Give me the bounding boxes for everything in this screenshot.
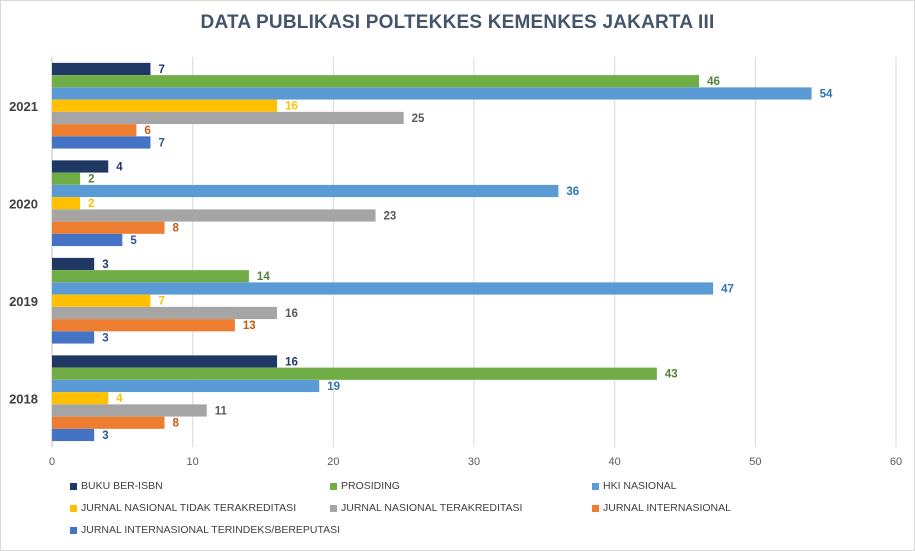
bar [52,282,714,295]
bar [52,221,165,234]
bar [52,233,123,247]
bar [52,124,137,137]
data-label: 54 [820,88,833,100]
bar [52,209,376,222]
bar [52,392,109,405]
bar [52,367,657,380]
x-tick-label: 60 [890,456,902,468]
data-label: 8 [173,223,180,235]
data-label: 43 [665,369,678,381]
data-label: 13 [243,320,256,332]
x-tick-label: 0 [49,456,55,468]
data-label: 2 [88,198,94,210]
x-tick-label: 30 [468,456,480,468]
legend-label: JURNAL NASIONAL TERAKREDITASI [341,502,523,514]
legend-item: BUKU BER-ISBN [70,480,163,492]
data-label: 7 [158,296,164,308]
data-label: 16 [285,356,298,368]
legend-label: JURNAL NASIONAL TIDAK TERAKREDITASI [81,502,297,514]
data-label: 47 [721,283,734,295]
legend-item: HKI NASIONAL [592,480,677,492]
x-tick-label: 10 [187,456,199,468]
bar [52,62,151,76]
bar [52,416,165,429]
legend-swatch [330,504,337,512]
bar [52,136,151,149]
legend-swatch [70,504,77,512]
bar [52,404,207,417]
bar [52,160,109,173]
bar [52,257,95,271]
bar [52,87,812,100]
data-label: 6 [144,125,150,137]
bar [52,428,95,442]
data-label: 14 [257,271,270,283]
legend-swatch [330,482,337,490]
legend-label: HKI NASIONAL [603,480,677,492]
category-label: 2019 [9,294,38,309]
data-label: 3 [102,332,108,344]
legend-label: JURNAL INTERNASIONAL TERINDEKS/BEREPUTAS… [81,524,341,536]
legend-label: JURNAL INTERNASIONAL [603,502,731,514]
data-label: 36 [566,186,579,198]
data-label: 7 [158,64,164,76]
bar [52,331,95,344]
legend-swatch [592,504,599,512]
data-label: 3 [102,430,108,442]
category-label: 2018 [9,391,38,406]
data-label: 2 [88,174,94,186]
data-label: 25 [412,113,425,125]
legend-swatch [70,482,77,490]
data-label: 19 [327,381,340,393]
data-label: 16 [285,101,298,113]
bar [52,306,278,320]
bar [52,184,559,198]
bar [52,319,235,332]
category-label: 2021 [9,99,38,114]
legend-item: JURNAL INTERNASIONAL [592,502,731,514]
legend-label: PROSIDING [341,480,400,492]
bar [52,379,320,393]
bar [52,197,81,210]
data-label: 3 [102,259,108,271]
data-label: 16 [285,308,298,320]
data-label: 4 [116,393,123,405]
x-tick-label: 50 [749,456,761,468]
data-label: 7 [158,137,164,149]
legend-label: BUKU BER-ISBN [81,480,163,492]
data-label: 8 [173,418,180,430]
chart-title: DATA PUBLIKASI POLTEKKES KEMENKES JAKART… [200,12,715,33]
data-label: 4 [116,161,123,173]
x-tick-label: 40 [609,456,621,468]
bar [52,75,700,88]
x-tick-label: 20 [327,456,339,468]
legend-swatch [70,526,77,534]
data-label: 5 [130,235,137,247]
legend-item: PROSIDING [330,480,400,492]
legend-swatch [592,482,599,490]
legend-item: JURNAL NASIONAL TIDAK TERAKREDITASI [70,502,296,514]
legend-item: JURNAL NASIONAL TERAKREDITASI [330,502,522,514]
bar [52,270,249,283]
bar [52,294,151,307]
bar [52,111,404,125]
legend-item: JURNAL INTERNASIONAL TERINDEKS/BEREPUTAS… [70,524,340,536]
data-label: 23 [384,210,397,222]
data-label: 46 [707,76,720,88]
data-label: 11 [215,405,228,417]
bar [52,355,278,368]
chart-legend: BUKU BER-ISBN PROSIDING HKI NASIONAL JURNAL… [70,480,910,546]
bar [52,172,81,185]
bar [52,99,278,112]
category-label: 2020 [9,196,38,211]
